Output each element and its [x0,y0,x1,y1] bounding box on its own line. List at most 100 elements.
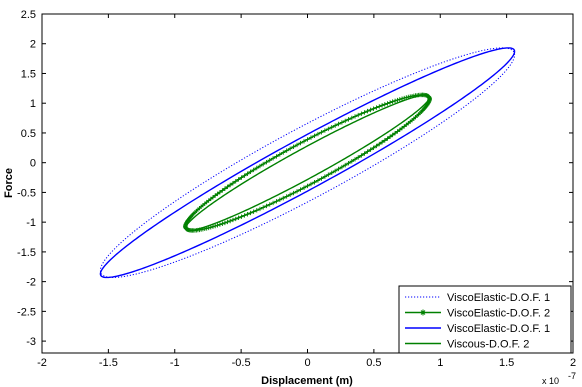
series-marker [254,165,259,171]
series-marker [270,200,276,206]
series-marker [392,131,398,136]
series-marker [301,185,307,190]
series-marker [284,148,289,153]
series-marker [332,123,338,128]
series-marker [264,159,269,165]
legend-label: ViscoElastic-D.O.F. 2 [447,308,550,320]
series-marker [359,111,364,116]
series-marker [301,139,307,144]
series-marker [277,197,283,202]
series-marker [248,210,253,216]
series-marker [374,105,379,110]
series-marker [377,104,382,109]
series-marker [343,162,348,168]
series-marker [281,150,286,155]
series-marker [379,103,385,108]
series-marker [233,216,238,222]
series-marker [305,183,310,189]
series-marker [315,131,321,137]
series-marker [233,179,238,184]
series-marker [281,195,286,201]
y-tick-label: 2.5 [21,9,36,21]
series-marker [392,98,398,104]
y-tick-label: -3 [26,336,36,348]
series-marker [267,202,272,207]
series-marker [270,156,276,161]
series-marker [257,206,263,212]
x-exponent-power: -7 [568,371,576,381]
series-marker [254,208,259,213]
series-marker [397,97,402,102]
series-marker [222,186,228,191]
x-axis-label: Displacement (m) [261,375,353,387]
x-axis-ticks: -2 -1.5 -1 -0.5 0 0.5 1 1.5 2 [37,14,576,369]
x-tick-label: 1 [437,357,443,369]
series-marker [260,161,266,167]
series-marker [339,120,345,125]
series-marker [245,171,250,176]
legend-box [398,285,572,354]
series-marker [332,168,338,174]
legend-marker [420,309,426,316]
series-marker [326,172,331,177]
series-marker [365,149,370,154]
series-marker [322,128,328,133]
x-tick-label: -2 [37,357,47,369]
series-marker [308,181,314,187]
series-marker [346,160,351,166]
series-marker [230,180,236,186]
series-marker [349,115,355,121]
series-marker [287,146,293,151]
series-marker [385,101,390,106]
series-marker [215,191,220,197]
series-marker [382,102,388,107]
series-marker [329,125,334,130]
series-marker [365,108,370,114]
series-marker [236,215,241,221]
series-marker [308,135,314,140]
x-tick-label: -1.5 [99,357,118,369]
series-marker [298,140,303,146]
series-line-2 [99,47,516,279]
series-marker [274,154,279,159]
series-marker [251,167,256,173]
series-marker [291,144,296,150]
series-marker [291,190,296,196]
series-marker [215,223,220,228]
series-marker [227,218,233,224]
series-marker [339,164,345,170]
series-marker [257,163,263,169]
series-marker [368,107,373,113]
x-tick-label: -0.5 [232,357,251,369]
series-marker [382,138,388,143]
x-tick-label: 0.5 [366,357,381,369]
series-marker [397,127,402,132]
y-axis-ticks: 2.5 2 1.5 1 0.5 0 -0.5 -1 -1.5 -2 -2.5 -3 [17,9,573,348]
series-marker [356,155,361,160]
series-marker [264,203,269,209]
series-marker [326,126,331,132]
series-marker [395,97,400,103]
y-tick-label: 1 [30,98,36,110]
series-marker [349,159,355,164]
legend: ViscoElastic-D.O.F. 1 ViscoElastic-D.O.F.… [398,285,572,354]
legend-label: Viscous-D.O.F. 2 [447,339,529,351]
series-marker [225,184,230,190]
y-tick-label: -0.5 [17,187,36,199]
y-tick-label: 2 [30,39,36,51]
series-marker [336,121,341,127]
x-exponent-label: x 10 [542,376,559,386]
series-marker [374,143,379,149]
series-marker [239,175,244,180]
series-marker [287,192,293,197]
series-marker [274,199,279,204]
series-marker [390,132,395,138]
series-marker [352,114,358,119]
series-marker [390,99,395,104]
x-tick-label: 2 [570,357,576,369]
series-marker [294,189,300,194]
y-tick-label: 0 [30,158,36,170]
series-marker [395,129,400,134]
y-tick-label: -1 [26,217,36,229]
series-marker [239,214,244,219]
